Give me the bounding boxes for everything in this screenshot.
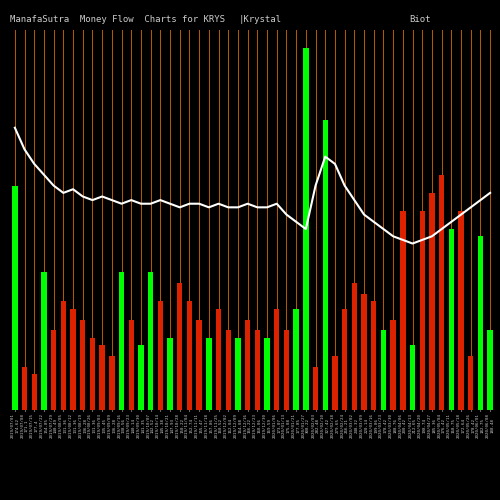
Text: ManafaSutra  Money Flow  Charts for KRYS: ManafaSutra Money Flow Charts for KRYS [10, 15, 225, 24]
Bar [254, 330, 260, 410]
Bar [439, 175, 444, 410]
Text: |Krystal: |Krystal [238, 15, 282, 24]
Bar [245, 320, 250, 410]
Bar [284, 330, 289, 410]
Bar [400, 211, 406, 410]
Bar [236, 338, 240, 410]
Bar [352, 284, 357, 410]
Bar [90, 338, 95, 410]
Bar [177, 284, 182, 410]
Bar [32, 374, 37, 410]
Text: Biot: Biot [409, 15, 431, 24]
Bar [148, 272, 154, 410]
Bar [206, 338, 212, 410]
Bar [158, 302, 163, 410]
Bar [100, 345, 105, 410]
Bar [187, 302, 192, 410]
Bar [313, 366, 318, 410]
Bar [12, 186, 18, 410]
Bar [332, 356, 338, 410]
Bar [274, 308, 280, 410]
Bar [420, 211, 425, 410]
Bar [322, 120, 328, 410]
Bar [51, 330, 57, 410]
Bar [448, 229, 454, 410]
Bar [196, 320, 202, 410]
Bar [362, 294, 366, 410]
Bar [138, 345, 143, 410]
Bar [488, 330, 493, 410]
Bar [128, 320, 134, 410]
Bar [303, 48, 308, 410]
Bar [390, 320, 396, 410]
Bar [80, 320, 86, 410]
Bar [468, 356, 473, 410]
Bar [381, 330, 386, 410]
Bar [478, 236, 483, 410]
Bar [430, 193, 434, 410]
Bar [168, 338, 172, 410]
Bar [371, 302, 376, 410]
Bar [342, 308, 347, 410]
Bar [264, 338, 270, 410]
Bar [216, 308, 221, 410]
Bar [458, 211, 464, 410]
Bar [226, 330, 231, 410]
Bar [410, 345, 415, 410]
Bar [42, 272, 46, 410]
Bar [294, 308, 299, 410]
Bar [119, 272, 124, 410]
Bar [109, 356, 114, 410]
Bar [70, 308, 76, 410]
Bar [60, 302, 66, 410]
Bar [22, 366, 27, 410]
